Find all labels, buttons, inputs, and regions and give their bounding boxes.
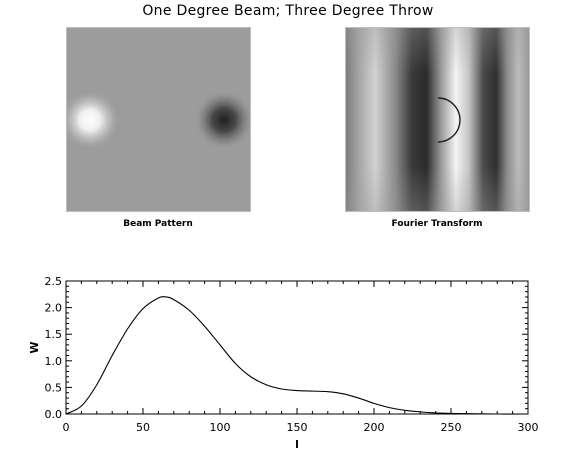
beam-pattern-image xyxy=(66,27,251,212)
bright-beam-spot xyxy=(67,90,120,150)
x-axis-title: l xyxy=(295,438,299,451)
y-tick-label: 0.5 xyxy=(45,381,63,394)
x-tick-label: 300 xyxy=(518,421,539,434)
x-tick-label: 0 xyxy=(63,421,70,434)
x-tick-label: 100 xyxy=(210,421,231,434)
half-circle-marker xyxy=(437,97,461,143)
y-tick-label: 1.5 xyxy=(45,328,63,341)
x-tick-label: 200 xyxy=(364,421,385,434)
y-tick-label: 1.0 xyxy=(45,355,63,368)
x-tick-label: 50 xyxy=(136,421,150,434)
figure-title: One Degree Beam; Three Degree Throw xyxy=(142,3,434,19)
x-tick-label: 150 xyxy=(287,421,308,434)
x-tick-label: 250 xyxy=(441,421,462,434)
y-tick-label: 2.5 xyxy=(45,275,63,288)
fourier-transform-image xyxy=(345,27,530,212)
dark-beam-spot xyxy=(194,90,250,150)
beam-pattern-label: Beam Pattern xyxy=(123,219,193,229)
y-tick-label: 2.0 xyxy=(45,302,63,315)
y-axis-title: W xyxy=(28,341,41,353)
plot-frame xyxy=(65,280,529,415)
fourier-transform-label: Fourier Transform xyxy=(391,219,483,229)
y-tick-label: 0.0 xyxy=(45,408,63,421)
series-line xyxy=(65,296,529,415)
